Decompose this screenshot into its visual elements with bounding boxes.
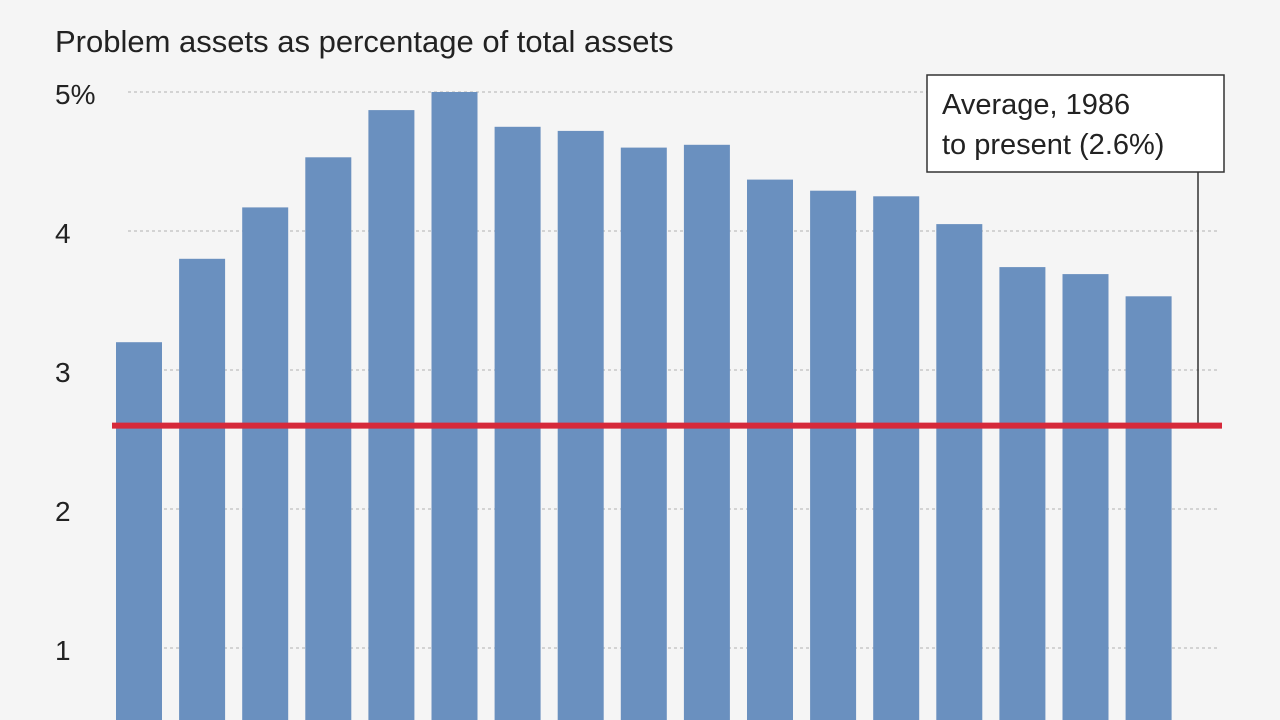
- callout-box: [926, 74, 1225, 173]
- bars: [116, 92, 1172, 720]
- bar: [747, 179, 793, 720]
- bar: [936, 224, 983, 720]
- chart-title: Problem assets as percentage of total as…: [55, 24, 674, 59]
- bar: [873, 196, 920, 720]
- callout-label-line2: to present (2.6%): [942, 129, 1164, 161]
- y-tick-label: 2: [55, 496, 71, 527]
- bar: [999, 267, 1046, 720]
- y-tick-label: 3: [55, 357, 71, 388]
- bar: [179, 258, 226, 720]
- y-tick-label: 4: [55, 218, 71, 249]
- bar: [683, 144, 730, 720]
- bar: [810, 190, 857, 720]
- callout-label-line1: Average, 1986: [942, 89, 1130, 121]
- bar: [116, 342, 162, 720]
- bar: [305, 157, 352, 720]
- bar: [368, 110, 415, 720]
- average-annotation: Average, 1986 to present (2.6%): [112, 74, 1225, 429]
- bar: [242, 207, 289, 720]
- bar: [620, 147, 667, 720]
- y-axis: 5% 4 3 2 1: [55, 79, 95, 666]
- bar: [431, 92, 478, 720]
- bar: [1062, 274, 1109, 720]
- y-tick-label: 5%: [55, 79, 95, 110]
- y-tick-label: 1: [55, 635, 71, 666]
- bar: [1125, 296, 1172, 720]
